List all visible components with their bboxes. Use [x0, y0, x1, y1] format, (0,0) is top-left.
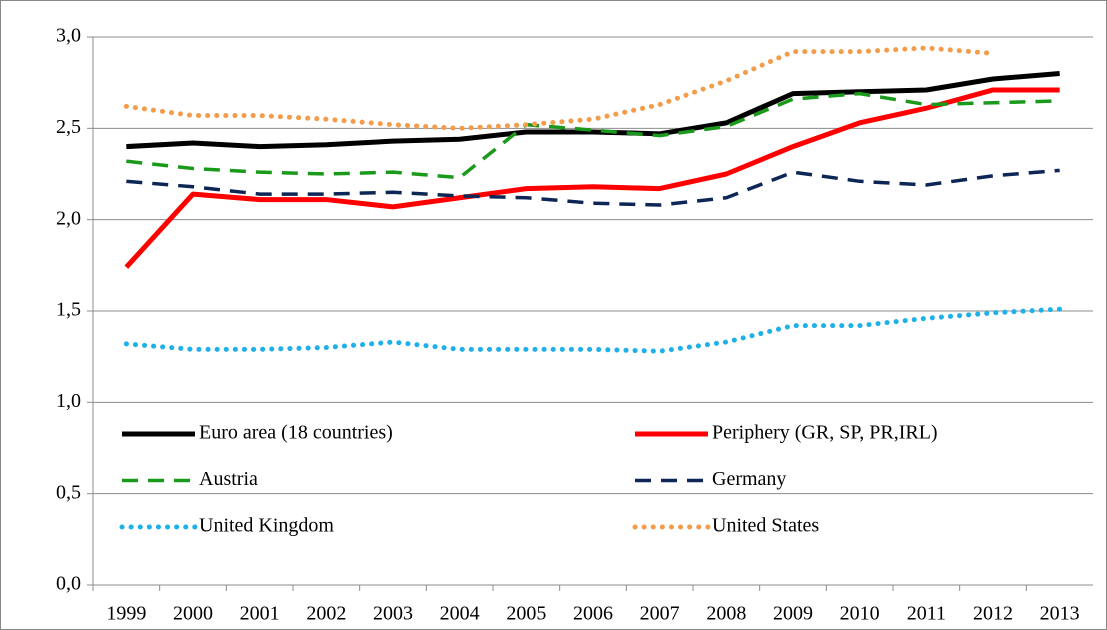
series-line: [126, 71, 1060, 150]
series-line: [123, 306, 1063, 354]
x-tick-label: 2005: [506, 603, 546, 625]
legend-label: Austria: [199, 468, 258, 490]
y-tick-label: 3,0: [56, 25, 81, 47]
x-tick-label: 2013: [1040, 603, 1080, 625]
y-tick-label: 1,0: [56, 390, 81, 412]
y-tick-label: 2,0: [56, 207, 81, 229]
y-tick-label: 0,5: [56, 481, 81, 503]
x-tick-label: 2002: [306, 603, 346, 625]
legend-label: Euro area (18 countries): [199, 422, 393, 444]
series-line: [124, 87, 1060, 269]
x-tick-label: 2007: [640, 603, 680, 625]
legend-label: United States: [712, 515, 819, 537]
x-tick-label: 2011: [907, 603, 946, 625]
x-tick-label: 2004: [440, 603, 480, 625]
legend-label: Germany: [712, 468, 786, 490]
legend-label: Periphery (GR, SP, PR,IRL): [712, 422, 938, 444]
x-tick-label: 2012: [973, 603, 1013, 625]
x-tick-label: 2009: [773, 603, 813, 625]
legend-label: United Kingdom: [199, 515, 334, 537]
series-line: [126, 168, 1060, 207]
y-tick-label: 0,0: [56, 573, 81, 595]
x-tick-label: 2008: [706, 603, 746, 625]
x-tick-label: 2000: [173, 603, 213, 625]
x-tick-label: 2010: [840, 603, 880, 625]
x-tick-label: 2003: [373, 603, 413, 625]
series-line: [126, 91, 1060, 180]
x-tick-label: 1999: [106, 603, 146, 625]
y-tick-label: 1,5: [56, 299, 81, 321]
x-tick-label: 2001: [240, 603, 280, 625]
x-tick-label: 2006: [573, 603, 613, 625]
y-tick-label: 2,5: [56, 116, 81, 138]
series-line: [123, 45, 996, 131]
